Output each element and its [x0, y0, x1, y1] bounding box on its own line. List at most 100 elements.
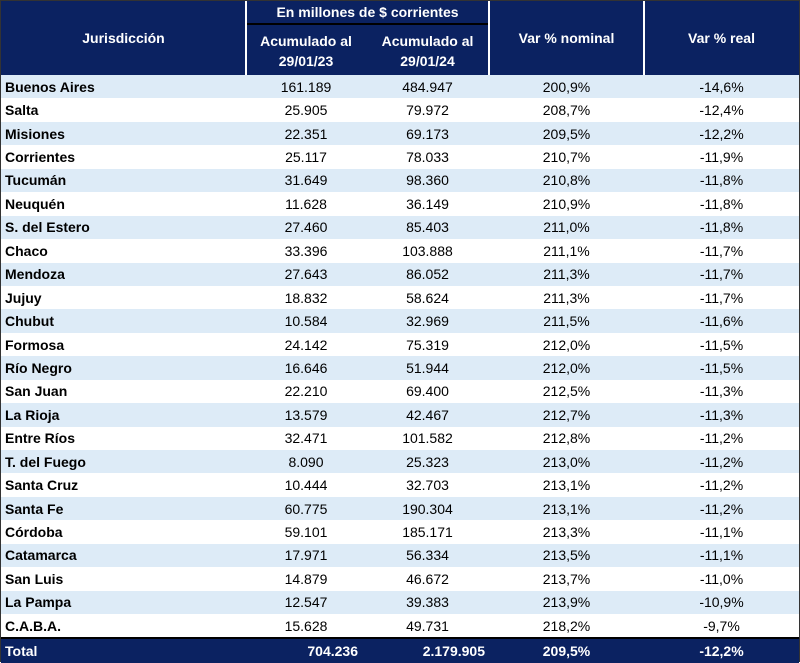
acumulado-2023-cell: 161.189 [280, 78, 332, 95]
var-real-cell: -12,2% [699, 125, 744, 142]
acumulado-2024-cell: 98.360 [406, 172, 449, 189]
var-real-cell: -11,8% [699, 172, 744, 189]
jurisdiccion-cell: Mendoza [5, 266, 65, 283]
acumulado-2024-cell: 32.703 [406, 477, 449, 494]
var-real-cell: -11,5% [699, 359, 744, 376]
table-row: T. del Fuego 8.090 25.323 213,0% -11,2% [1, 450, 799, 474]
acumulado-2023-cell: 12.547 [284, 594, 328, 611]
acumulado-2024-cell: 25.323 [406, 453, 449, 470]
total-var-real: -12,2% [699, 643, 744, 659]
jurisdiccion-cell: La Rioja [5, 406, 60, 423]
var-nominal-cell: 218,2% [542, 617, 591, 634]
var-real-cell: -11,2% [699, 477, 744, 494]
acumulado-2023-cell: 10.444 [284, 477, 328, 494]
table-row: Santa Cruz 10.444 32.703 213,1% -11,2% [1, 473, 799, 496]
var-nominal-cell: 213,1% [542, 477, 591, 494]
acumulado-2024-cell: 103.888 [402, 242, 453, 259]
table-row: Buenos Aires 161.189 484.947 200,9% -14,6% [1, 75, 799, 99]
acumulado-2023-cell: 33.396 [284, 242, 328, 259]
var-real-cell: -9,7% [703, 617, 740, 634]
var-real-cell: -11,0% [699, 570, 744, 587]
acumulado-2024-cell: 42.467 [406, 406, 449, 423]
acumulado-2023-cell: 25.905 [284, 102, 328, 119]
var-real-cell: -11,7% [699, 266, 744, 283]
table-row: S. del Estero 27.460 85.403 211,0% -11,8% [1, 215, 799, 240]
jurisdiccion-cell: Chubut [5, 313, 54, 330]
acumulado-2024-cell: 69.173 [406, 125, 449, 142]
acumulado-2023-cell: 32.471 [284, 430, 328, 447]
jurisdiccion-cell: Jujuy [5, 289, 42, 306]
var-nominal-cell: 213,9% [542, 594, 591, 611]
table-row: Catamarca 17.971 56.334 213,5% -11,1% [1, 543, 799, 568]
acumulado-2024-cell: 190.304 [402, 500, 453, 517]
header-group: En millones de $ corrientes [246, 1, 489, 25]
jurisdiccion-cell: Salta [5, 102, 39, 119]
var-real-cell: -11,2% [699, 430, 744, 447]
jurisdiccion-cell: San Luis [5, 570, 64, 587]
acumulado-2023-cell: 10.584 [284, 313, 328, 330]
jurisdiccion-cell: Santa Fe [5, 500, 64, 517]
table-row: Chaco 33.396 103.888 211,1% -11,7% [1, 239, 799, 262]
var-real-cell: -11,2% [699, 500, 744, 517]
acumulado-2023-cell: 17.971 [284, 547, 328, 564]
table-row: Salta 25.905 79.972 208,7% -12,4% [1, 98, 799, 121]
jurisdiccion-cell: La Pampa [5, 594, 72, 611]
jurisdiccion-cell: Córdoba [5, 524, 63, 541]
table-row: Misiones 22.351 69.173 209,5% -12,2% [1, 121, 799, 146]
var-real-cell: -11,5% [699, 336, 744, 353]
jurisdiccion-cell: Misiones [5, 125, 65, 142]
table-header: Jurisdicción En millones de $ corrientes… [1, 1, 799, 75]
acumulado-2024-cell: 39.383 [406, 594, 449, 611]
acumulado-2023-cell: 59.101 [284, 524, 328, 541]
header-2023: Acumulado al 29/01/23 [246, 27, 366, 75]
var-nominal-cell: 212,8% [542, 430, 591, 447]
table-row: Tucumán 31.649 98.360 210,8% -11,8% [1, 168, 799, 193]
header-2023-line2: 29/01/23 [278, 53, 334, 69]
acumulado-2024-cell: 58.624 [406, 289, 449, 306]
table-row: Formosa 24.142 75.319 212,0% -11,5% [1, 333, 799, 356]
acumulado-2024-cell: 46.672 [406, 570, 449, 587]
var-real-cell: -11,8% [699, 195, 744, 212]
acumulado-2024-cell: 51.944 [406, 359, 449, 376]
var-real-cell: -11,1% [699, 547, 744, 564]
jurisdiccion-cell: Formosa [5, 336, 65, 353]
jurisdiccion-cell: Entre Ríos [5, 430, 76, 447]
acumulado-2024-cell: 69.400 [406, 383, 449, 400]
acumulado-2023-cell: 18.832 [284, 289, 328, 306]
header-2023-line1: Acumulado al [260, 33, 352, 49]
table-row: La Pampa 12.547 39.383 213,9% -10,9% [1, 590, 799, 615]
acumulado-2024-cell: 36.149 [406, 195, 449, 212]
acumulado-2024-cell: 49.731 [406, 617, 449, 634]
acumulado-2024-cell: 185.171 [402, 524, 453, 541]
acumulado-2023-cell: 31.649 [284, 172, 328, 189]
var-nominal-cell: 210,8% [542, 172, 591, 189]
var-nominal-cell: 213,3% [542, 524, 591, 541]
table-row: Corrientes 25.117 78.033 210,7% -11,9% [1, 145, 799, 168]
var-nominal-cell: 213,0% [542, 453, 591, 470]
total-var-nominal: 209,5% [542, 643, 591, 659]
var-nominal-cell: 210,9% [542, 195, 591, 212]
var-nominal-cell: 212,0% [542, 359, 591, 376]
header-2024-line2: 29/01/24 [400, 53, 455, 69]
acumulado-2023-cell: 11.628 [285, 195, 327, 212]
table-row: Mendoza 27.643 86.052 211,3% -11,7% [1, 262, 799, 286]
acumulado-2024-cell: 75.319 [406, 336, 449, 353]
table-row: Santa Fe 60.775 190.304 213,1% -11,2% [1, 496, 799, 521]
var-nominal-cell: 213,1% [542, 500, 591, 517]
var-real-cell: -11,2% [699, 453, 744, 470]
acumulado-2023-cell: 13.579 [284, 406, 328, 423]
var-nominal-cell: 213,7% [542, 570, 591, 587]
var-nominal-cell: 211,0% [543, 219, 590, 236]
var-real-cell: -14,6% [699, 78, 744, 95]
table-row: La Rioja 13.579 42.467 212,7% -11,3% [1, 403, 799, 427]
acumulado-2023-cell: 15.628 [284, 617, 328, 634]
total-row: Total 704.236 2.179.905 209,5% -12,2% [1, 637, 799, 663]
header-var-real: Var % real [688, 30, 755, 46]
jurisdiccion-cell: Tucumán [5, 172, 67, 189]
table-row: San Juan 22.210 69.400 212,5% -11,3% [1, 380, 799, 403]
var-real-cell: -11,3% [699, 406, 744, 423]
var-nominal-cell: 211,1% [543, 242, 590, 259]
acumulado-2023-cell: 25.117 [285, 149, 327, 166]
acumulado-2024-cell: 85.403 [406, 219, 449, 236]
jurisdiccion-cell: Chaco [5, 242, 48, 259]
